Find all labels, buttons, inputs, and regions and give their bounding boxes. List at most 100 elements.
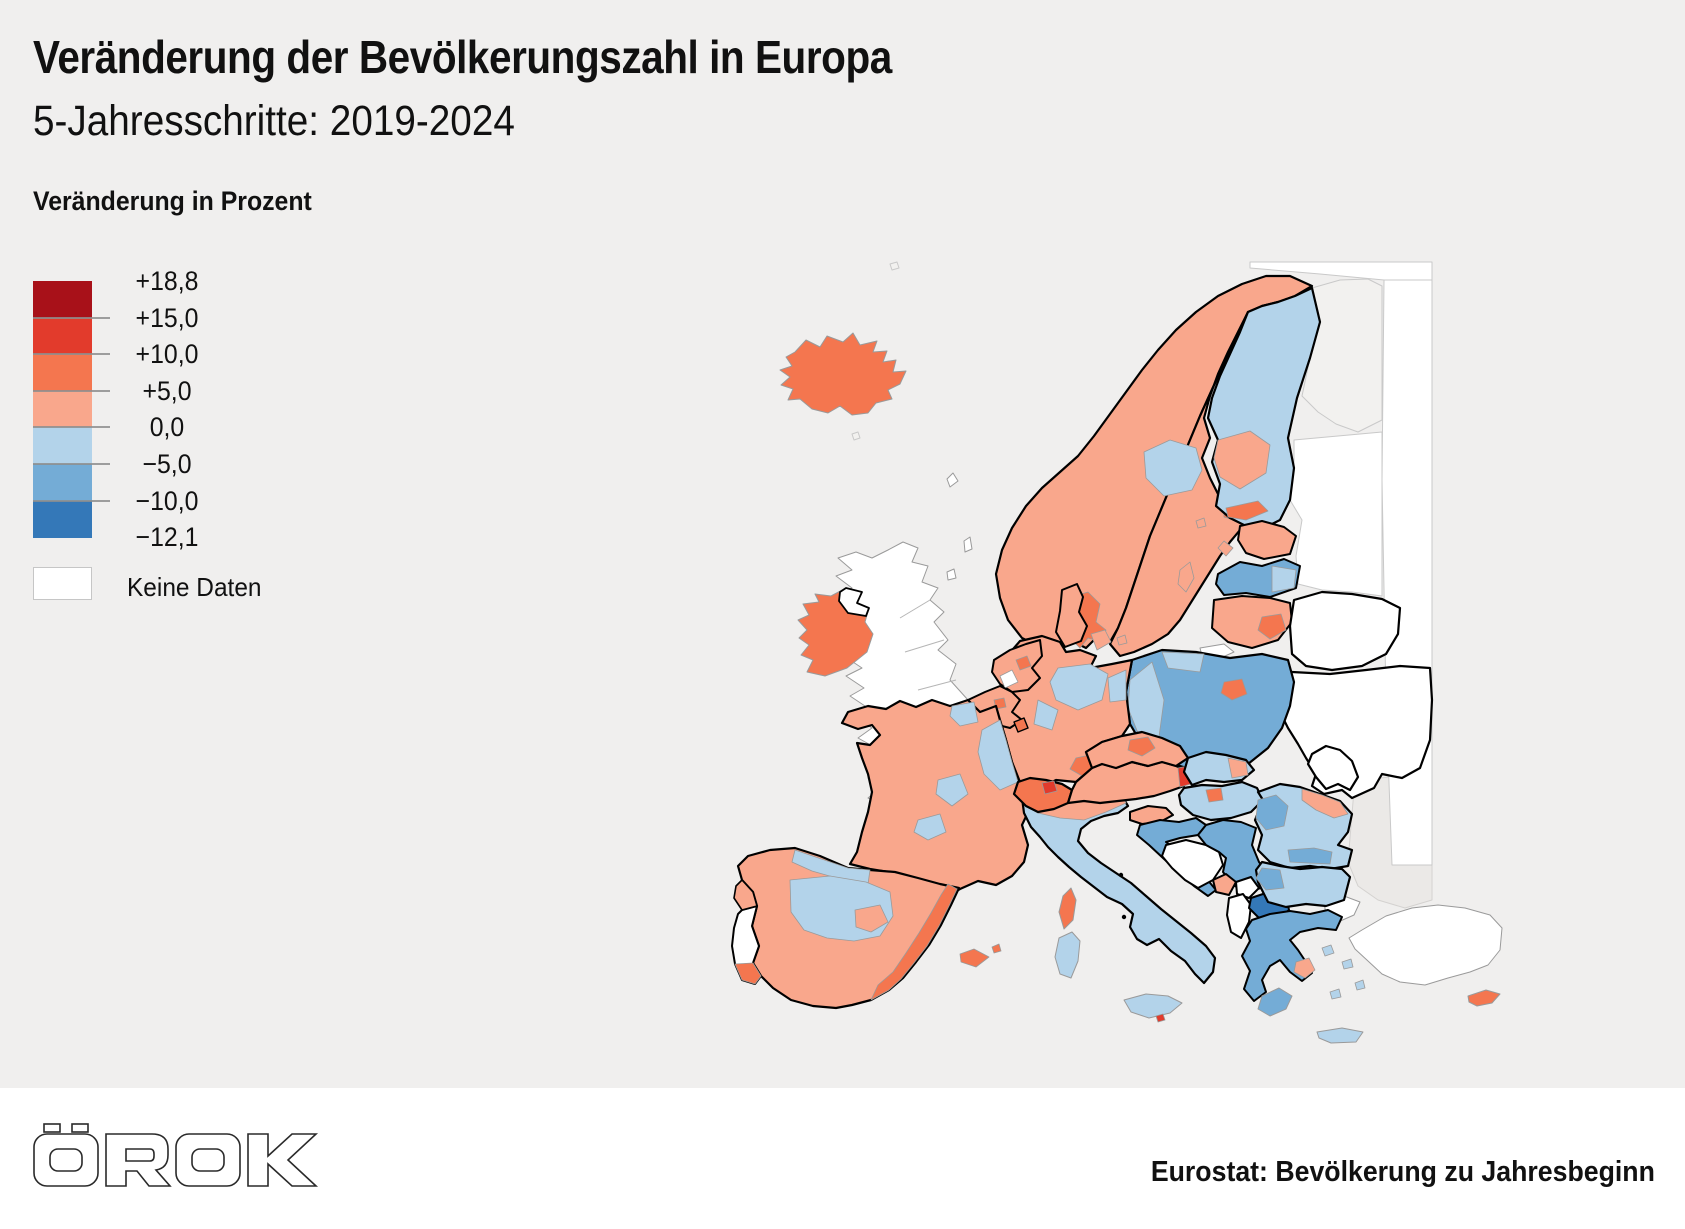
region-poland-north	[1161, 651, 1205, 673]
legend-swatch	[33, 281, 92, 319]
region-turkey	[1348, 904, 1503, 986]
region-balearics	[991, 943, 1002, 954]
region-estonia-islands	[1217, 540, 1234, 557]
region-kosovo	[1235, 876, 1260, 899]
region-france-center	[913, 813, 947, 841]
logo-umlaut-dot	[43, 1123, 61, 1133]
region-germany-east	[1107, 669, 1127, 703]
region-iceland	[779, 332, 907, 416]
islet-icon	[851, 431, 861, 441]
legend-swatch	[33, 464, 92, 502]
region-hungary	[1177, 780, 1265, 822]
region-russia-west	[1289, 431, 1383, 597]
region-belarus	[1288, 590, 1402, 672]
region-helsinki	[1225, 500, 1269, 521]
region-greece	[1241, 909, 1343, 1002]
legend-no-data-swatch	[33, 567, 92, 600]
region-greek-island	[1341, 958, 1354, 970]
region-russia	[1381, 279, 1433, 866]
legend-label: +15,0	[135, 302, 199, 333]
region-balearics	[959, 948, 990, 968]
microstate-dot	[1118, 872, 1124, 878]
region-greek-island	[1354, 979, 1366, 991]
region-romania-south	[1287, 847, 1333, 865]
region-latvia-east	[1271, 565, 1297, 593]
region-budapest	[1205, 787, 1224, 803]
region-faroe	[946, 472, 959, 488]
legend-tick	[33, 499, 110, 502]
legend-swatch	[33, 390, 92, 428]
region-corsica	[1058, 887, 1077, 930]
region-finland-central	[1213, 430, 1271, 490]
legend-label: −5,0	[142, 449, 192, 479]
region-romania-west	[1255, 794, 1289, 831]
region-slovakia-east	[1227, 757, 1249, 779]
region-denmark	[1055, 583, 1088, 648]
region-denmark-islands	[1116, 634, 1128, 646]
region-amsterdam	[1015, 655, 1032, 671]
legend-tick	[33, 389, 110, 392]
region-peloponnese	[1257, 987, 1293, 1017]
region-moldova	[1306, 744, 1360, 792]
region-netherlands	[991, 639, 1043, 693]
legend-label: +10,0	[135, 339, 199, 370]
source-note: Eurostat: Bevölkerung zu Jahresbeginn	[1150, 1156, 1655, 1188]
region-greek-island	[1329, 988, 1342, 1000]
region-sweden-mid	[1143, 439, 1203, 497]
legend-swatch	[33, 427, 92, 465]
microstate-dot	[1121, 914, 1127, 920]
region-spain-east	[870, 883, 958, 1001]
legend-label: 0,0	[149, 412, 185, 443]
legend-tick	[33, 463, 110, 465]
region-italy	[1020, 790, 1217, 985]
region-sardinia	[1054, 931, 1081, 979]
region-aland	[1195, 517, 1207, 529]
region-bulgaria-west	[1255, 867, 1285, 891]
logo-letter-r	[105, 1133, 172, 1187]
region-zurich	[1041, 780, 1058, 795]
orok-logo	[33, 1123, 319, 1187]
page-subtitle: 5-Jahresschritte: 2019-2024	[33, 97, 515, 145]
region-cyprus	[1467, 989, 1501, 1007]
region-france-north	[949, 701, 979, 727]
region-vilnius	[1257, 613, 1287, 640]
region-malta	[1155, 1013, 1166, 1023]
region-germany-west	[1033, 699, 1059, 731]
region-athens	[1293, 957, 1316, 979]
legend-label: −10,0	[135, 485, 199, 516]
region-prague	[1127, 736, 1156, 757]
legend-label: −12,1	[135, 522, 199, 553]
region-netherlands-nodata	[999, 669, 1019, 689]
region-northern-ireland	[838, 587, 870, 617]
legend-tick	[33, 426, 110, 429]
region-sicily	[1123, 993, 1183, 1019]
region-germany-center	[1049, 663, 1109, 711]
region-denmark-islands	[1090, 629, 1112, 651]
region-greek-island	[1321, 944, 1335, 957]
legend-label: +18,8	[135, 266, 199, 296]
legend-label: +5,0	[142, 375, 192, 406]
legend-swatch	[33, 500, 92, 538]
region-shetland	[963, 536, 973, 553]
region-madrid	[854, 904, 889, 933]
region-france-center	[935, 773, 969, 807]
region-albania	[1226, 893, 1252, 939]
islet-icon	[889, 261, 900, 271]
page-title: Veränderung der Bevölkerungszahl in Euro…	[33, 31, 892, 83]
legend-title: Veränderung in Prozent	[33, 186, 312, 216]
region-luxembourg	[1013, 717, 1029, 733]
region-algarve	[734, 962, 762, 985]
legend-swatch	[33, 354, 92, 392]
legend-swatch	[33, 317, 92, 355]
region-romania-northeast	[1301, 788, 1349, 819]
logo-letter-k	[247, 1133, 319, 1187]
region-crete	[1316, 1027, 1364, 1044]
legend-no-data-label: Keine Daten	[127, 572, 262, 602]
region-estonia	[1237, 520, 1297, 560]
region-france-northeast	[977, 719, 1019, 791]
logo-umlaut-dot	[71, 1123, 89, 1133]
region-orkney	[946, 568, 957, 581]
legend-tick	[33, 353, 110, 356]
region-montenegro	[1212, 873, 1237, 896]
